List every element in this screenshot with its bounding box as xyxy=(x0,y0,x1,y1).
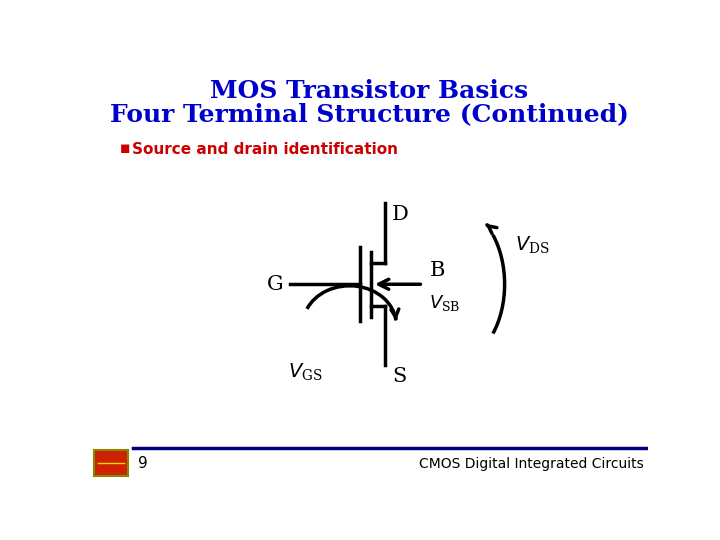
Text: $V_{\mathregular{DS}}$: $V_{\mathregular{DS}}$ xyxy=(515,235,549,256)
Text: G: G xyxy=(267,275,284,294)
Text: CMOS Digital Integrated Circuits: CMOS Digital Integrated Circuits xyxy=(419,457,644,471)
Text: $V_{\mathregular{SB}}$: $V_{\mathregular{SB}}$ xyxy=(429,294,461,314)
Text: 9: 9 xyxy=(138,456,148,471)
Text: Four Terminal Structure (Continued): Four Terminal Structure (Continued) xyxy=(109,102,629,126)
Text: Source and drain identification: Source and drain identification xyxy=(132,142,398,157)
Text: ◼: ◼ xyxy=(120,142,130,155)
FancyBboxPatch shape xyxy=(94,450,128,476)
Text: D: D xyxy=(392,205,409,224)
Text: S: S xyxy=(392,367,407,386)
Text: MOS Transistor Basics: MOS Transistor Basics xyxy=(210,79,528,103)
Text: $V_{\mathregular{GS}}$: $V_{\mathregular{GS}}$ xyxy=(287,361,323,382)
Text: B: B xyxy=(429,261,445,280)
